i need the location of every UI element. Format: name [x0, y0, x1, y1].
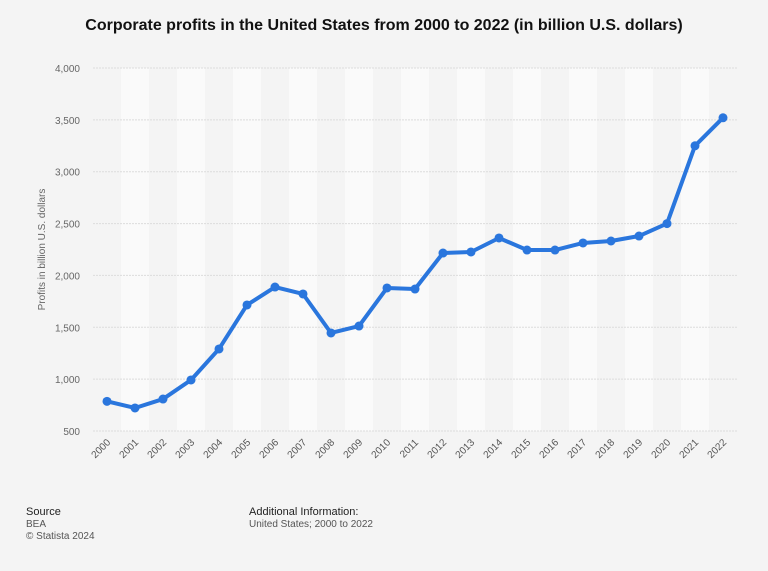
column-band [569, 68, 597, 431]
source-value: BEA [26, 519, 47, 530]
data-point [410, 284, 420, 294]
y-tick-label: 1,000 [55, 375, 80, 386]
data-point [662, 219, 672, 229]
column-band [93, 68, 121, 431]
x-tick-label: 2006 [258, 437, 282, 461]
data-point [382, 283, 392, 293]
x-tick-label: 2005 [230, 437, 254, 461]
x-tick-label: 2017 [566, 437, 590, 461]
data-point [186, 375, 196, 385]
x-tick-label: 2003 [174, 437, 198, 461]
additional-info-block: Additional Information: United States; 2… [249, 506, 373, 531]
data-point [298, 289, 308, 299]
column-band [345, 68, 373, 431]
x-tick-label: 2012 [426, 437, 450, 461]
x-tick-label: 2018 [594, 437, 618, 461]
x-tick-label: 2001 [118, 437, 142, 461]
data-point [130, 403, 140, 413]
x-tick-label: 2015 [510, 437, 534, 461]
column-band [401, 68, 429, 431]
data-point [438, 248, 448, 258]
y-tick-label: 2,500 [55, 220, 80, 231]
column-band [625, 68, 653, 431]
x-tick-label: 2014 [482, 437, 506, 461]
data-point [102, 396, 112, 406]
data-point [718, 113, 728, 123]
chart-title: Corporate profits in the United States f… [85, 17, 683, 34]
column-band [709, 68, 737, 431]
column-band [261, 68, 289, 431]
source-label: Source [26, 506, 61, 518]
data-point [690, 141, 700, 151]
column-band [233, 68, 261, 431]
column-band [289, 68, 317, 431]
data-point [270, 282, 280, 292]
line-chart: 500 1,000 1,500 2,000 2,500 3,000 3,500 4,000 Pr… [37, 64, 737, 461]
column-band [653, 68, 681, 431]
x-tick-label: 2010 [370, 437, 394, 461]
data-point [522, 245, 532, 255]
data-point [214, 344, 224, 354]
x-tick-label: 2016 [538, 437, 562, 461]
column-band [373, 68, 401, 431]
x-tick-label: 2004 [202, 437, 226, 461]
column-band [485, 68, 513, 431]
x-tick-label: 2007 [286, 437, 310, 461]
y-tick-label: 3,000 [55, 168, 80, 179]
x-tick-label: 2009 [342, 437, 366, 461]
column-band [597, 68, 625, 431]
x-tick-label: 2022 [706, 437, 730, 461]
data-point [578, 238, 588, 248]
copyright: © Statista 2024 [26, 531, 95, 542]
additional-info-label: Additional Information: [249, 506, 359, 518]
y-tick-label: 3,500 [55, 116, 80, 127]
y-tick-label: 1,500 [55, 323, 80, 334]
x-tick-label: 2011 [398, 437, 421, 460]
data-point [354, 321, 364, 331]
additional-info-value: United States; 2000 to 2022 [249, 519, 373, 530]
data-point [634, 231, 644, 241]
y-tick-label: 2,000 [55, 271, 80, 282]
x-tick-label: 2020 [650, 437, 674, 461]
data-point [466, 247, 476, 257]
data-point [606, 236, 616, 246]
y-tick-label: 4,000 [55, 64, 80, 75]
source-block: Source BEA © Statista 2024 [26, 506, 95, 543]
x-tick-label: 2019 [622, 437, 646, 461]
y-axis-label: Profits in billion U.S. dollars [37, 189, 48, 311]
data-point [158, 394, 168, 404]
column-band [317, 68, 345, 431]
data-point [326, 328, 336, 338]
y-tick-label: 500 [63, 427, 80, 438]
x-tick-label: 2002 [146, 437, 170, 461]
x-tick-label: 2021 [678, 437, 702, 461]
data-point [494, 233, 504, 243]
column-band [205, 68, 233, 431]
data-point [242, 300, 252, 310]
x-tick-label: 2013 [454, 437, 478, 461]
data-point [550, 245, 560, 255]
x-tick-label: 2000 [90, 437, 114, 461]
column-band [681, 68, 709, 431]
column-band [149, 68, 177, 431]
column-band [121, 68, 149, 431]
x-tick-label: 2008 [314, 437, 338, 461]
